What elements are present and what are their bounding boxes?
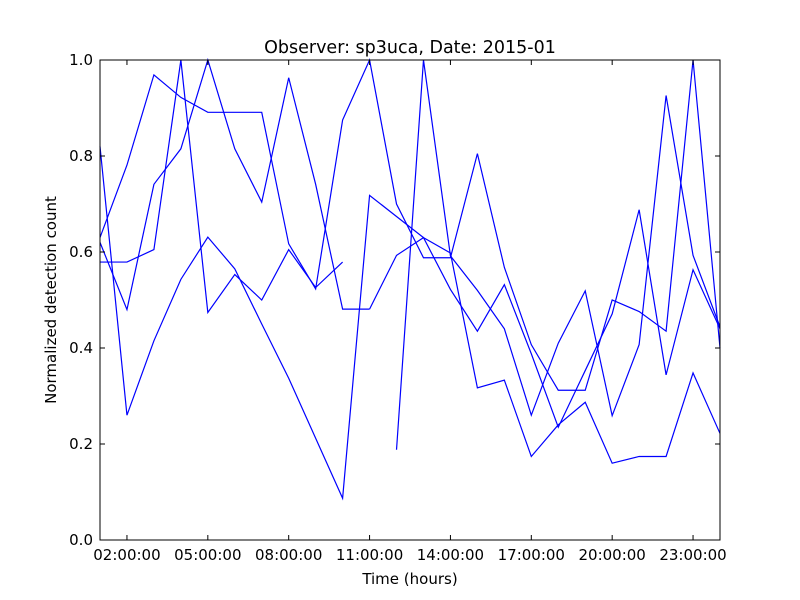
plot-frame bbox=[99, 59, 721, 541]
y-tick-label: 0.4 bbox=[69, 339, 93, 357]
series-layer bbox=[99, 57, 721, 501]
x-tick-label: 23:00:00 bbox=[659, 546, 726, 564]
series-line-2 bbox=[99, 146, 721, 501]
y-tick-label: 0.2 bbox=[69, 435, 93, 453]
y-axis: 0.0 0.2 0.4 0.6 0.8 1.0 bbox=[69, 51, 720, 549]
x-axis-label: Time (hours) bbox=[361, 570, 457, 588]
x-tick-label: 11:00:00 bbox=[336, 546, 403, 564]
x-tick-label: 05:00:00 bbox=[174, 546, 241, 564]
series-line-4 bbox=[99, 57, 370, 312]
y-tick-label: 0.0 bbox=[69, 531, 93, 549]
y-tick-label: 0.8 bbox=[69, 147, 93, 165]
y-tick-label: 0.6 bbox=[69, 243, 93, 261]
series-line-6 bbox=[369, 209, 721, 429]
x-tick-label: 17:00:00 bbox=[498, 546, 565, 564]
x-tick-label: 20:00:00 bbox=[578, 546, 645, 564]
y-tick-label: 1.0 bbox=[69, 51, 93, 69]
series-line-5 bbox=[395, 59, 721, 450]
x-axis: 02:00:00 05:00:00 08:00:00 11:00:00 14:00:00… bbox=[93, 60, 727, 564]
x-tick-label: 14:00:00 bbox=[417, 546, 484, 564]
x-tick-label: 08:00:00 bbox=[255, 546, 322, 564]
series-line-1 bbox=[100, 59, 344, 315]
x-tick-label: 02:00:00 bbox=[93, 546, 160, 564]
y-axis-label: Normalized detection count bbox=[42, 196, 60, 404]
series-line-3 bbox=[99, 58, 721, 391]
chart-title: Observer: sp3uca, Date: 2015-01 bbox=[264, 38, 556, 58]
